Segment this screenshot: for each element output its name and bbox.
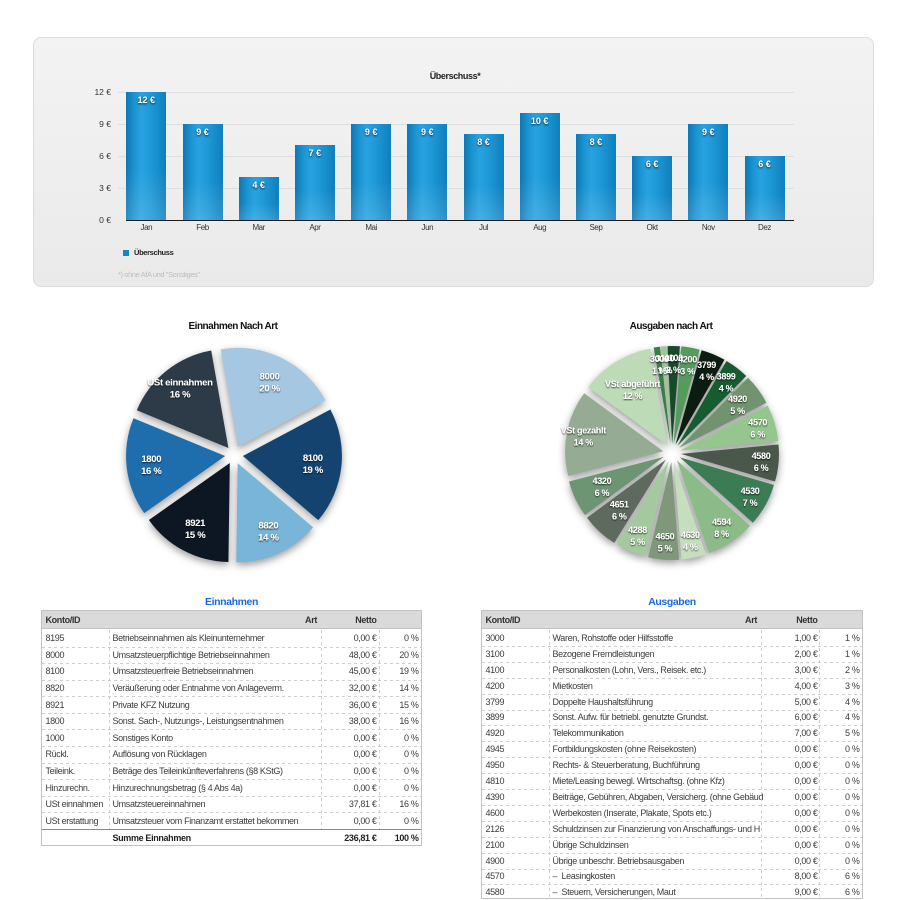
svg-text:4630: 4630 bbox=[681, 530, 700, 540]
svg-text:20 %: 20 % bbox=[259, 384, 280, 395]
svg-text:3100: 3100 bbox=[655, 353, 674, 363]
svg-text:3000: 3000 bbox=[650, 354, 669, 364]
svg-text:6 %: 6 % bbox=[595, 488, 610, 498]
svg-text:2 %: 2 % bbox=[666, 365, 681, 375]
svg-text:5 %: 5 % bbox=[730, 406, 745, 416]
svg-text:12 %: 12 % bbox=[623, 391, 643, 401]
svg-text:4594: 4594 bbox=[712, 517, 731, 527]
svg-text:8 %: 8 % bbox=[714, 529, 729, 539]
svg-text:4320: 4320 bbox=[592, 476, 611, 486]
svg-text:6 %: 6 % bbox=[750, 429, 765, 439]
svg-text:4530: 4530 bbox=[741, 486, 760, 496]
svg-text:6 %: 6 % bbox=[754, 463, 769, 473]
svg-text:8921: 8921 bbox=[185, 518, 206, 529]
svg-text:5 %: 5 % bbox=[658, 544, 673, 554]
svg-text:4651: 4651 bbox=[610, 500, 629, 510]
svg-text:8000: 8000 bbox=[260, 372, 280, 383]
svg-text:4580: 4580 bbox=[752, 451, 771, 461]
svg-text:USt einnahmen: USt einnahmen bbox=[147, 377, 213, 388]
svg-text:1 %: 1 % bbox=[652, 366, 667, 376]
svg-text:4288: 4288 bbox=[628, 525, 647, 535]
svg-text:14 %: 14 % bbox=[574, 437, 594, 447]
svg-text:4920: 4920 bbox=[728, 394, 747, 404]
svg-text:3799: 3799 bbox=[697, 360, 716, 370]
svg-text:16 %: 16 % bbox=[170, 389, 191, 400]
svg-text:19 %: 19 % bbox=[303, 465, 324, 476]
svg-text:8820: 8820 bbox=[258, 520, 278, 531]
svg-text:4 %: 4 % bbox=[683, 542, 698, 552]
svg-text:14 %: 14 % bbox=[258, 532, 279, 543]
svg-text:1800: 1800 bbox=[141, 454, 161, 465]
svg-text:1 %: 1 % bbox=[658, 365, 673, 375]
svg-text:15 %: 15 % bbox=[185, 530, 206, 541]
svg-text:4570: 4570 bbox=[748, 417, 767, 427]
svg-text:3899: 3899 bbox=[717, 371, 736, 381]
svg-text:4100: 4100 bbox=[664, 353, 683, 363]
svg-text:VSt abgeführt: VSt abgeführt bbox=[605, 379, 660, 389]
svg-text:16 %: 16 % bbox=[141, 466, 162, 477]
svg-text:5 %: 5 % bbox=[630, 537, 645, 547]
svg-text:4 %: 4 % bbox=[719, 383, 734, 393]
svg-text:4 %: 4 % bbox=[699, 372, 714, 382]
svg-text:3 %: 3 % bbox=[680, 367, 695, 377]
svg-text:VSt gezahlt: VSt gezahlt bbox=[561, 425, 607, 435]
svg-text:8100: 8100 bbox=[303, 453, 323, 464]
svg-text:4650: 4650 bbox=[655, 532, 674, 542]
svg-text:7 %: 7 % bbox=[743, 498, 758, 508]
svg-text:6 %: 6 % bbox=[612, 512, 627, 522]
svg-text:4200: 4200 bbox=[678, 355, 697, 365]
